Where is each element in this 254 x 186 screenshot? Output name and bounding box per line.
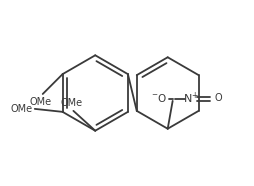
Text: OMe: OMe [11,104,33,114]
Text: O: O [214,93,222,103]
Text: OMe: OMe [30,97,52,107]
Text: OMe: OMe [60,98,83,108]
Text: $^{-}$O: $^{-}$O [151,92,167,104]
Text: N$^{+}$: N$^{+}$ [183,90,199,106]
